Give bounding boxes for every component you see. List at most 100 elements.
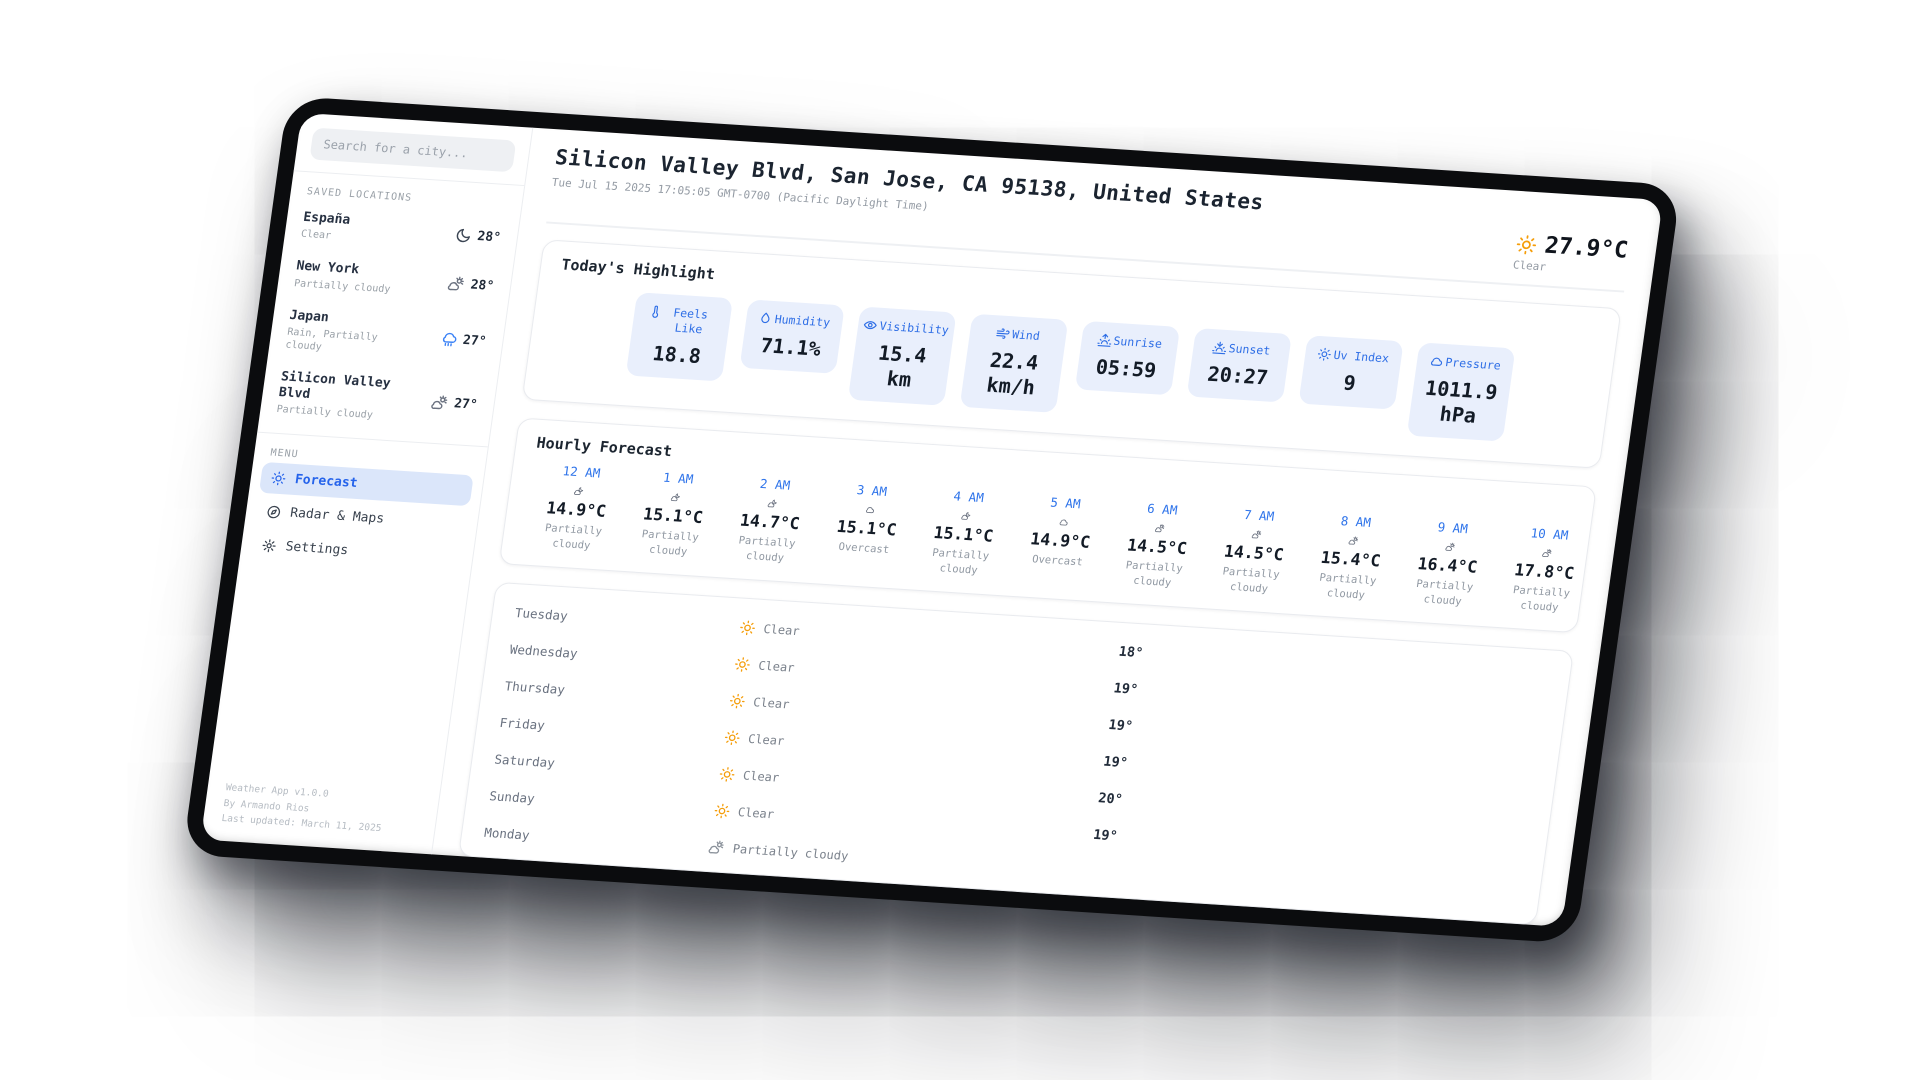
hourly-item: 8 AM 15.4°C Partially cloudy <box>1296 511 1405 605</box>
highlight-label: Humidity <box>773 312 832 330</box>
hourly-list[interactable]: 12 AM 14.9°C Partially cloudy 1 AM 15.1°… <box>522 461 1590 616</box>
day-name: Sunday <box>488 788 536 807</box>
location-temp: 28° <box>469 277 496 295</box>
wind-icon <box>995 326 1011 341</box>
cloud-sun-icon <box>1348 536 1359 547</box>
hour-label: 1 AM <box>662 469 695 487</box>
highlight-value: 9 <box>1341 370 1358 396</box>
hourly-item: 7 AM 14.5°C Partially cloudy <box>1200 505 1309 599</box>
hourly-item: 2 AM 14.7°C Partially cloudy <box>716 474 825 568</box>
saved-location-item[interactable]: Silicon Valley Blvd Partially cloudy 27° <box>258 359 498 439</box>
sun-icon <box>1514 233 1538 255</box>
hour-condition: Partially cloudy <box>1512 584 1571 614</box>
highlight-tile: Visibility 15.4 km <box>847 306 957 406</box>
hourly-forecast-card: Hourly Forecast 12 AM 14.9°C Partially c… <box>498 417 1597 634</box>
highlight-value: 15.4 km <box>876 340 929 392</box>
sun-icon <box>270 471 287 487</box>
location-temp: 27° <box>461 333 488 350</box>
location-name: Silicon Valley Blvd <box>277 369 392 403</box>
main-content: Silicon Valley Blvd, San Jose, CA 95138,… <box>432 128 1663 927</box>
hour-temp: 15.1°C <box>835 516 898 540</box>
day-condition: Clear <box>757 658 796 675</box>
location-header: Silicon Valley Blvd, San Jose, CA 95138,… <box>546 145 1635 293</box>
day-temp <box>1088 871 1516 898</box>
saved-location-item[interactable]: España Clear 28° <box>283 200 520 264</box>
cloud-moon-icon <box>767 498 778 509</box>
day-condition: Clear <box>737 804 776 822</box>
day-condition: Partially cloudy <box>731 841 850 863</box>
hour-condition: Partially cloudy <box>1415 577 1474 608</box>
highlight-tile: Feels Like 18.8 <box>625 292 734 382</box>
hourly-item: 3 AM 15.1°C Overcast <box>812 480 921 574</box>
hour-temp: 14.5°C <box>1126 535 1189 559</box>
hour-temp: 17.8°C <box>1513 560 1576 583</box>
daily-row: Saturday Clear 20° <box>492 741 1529 844</box>
saved-locations-list: España Clear 28° New York <box>258 200 520 439</box>
highlight-label: Sunset <box>1227 341 1272 358</box>
highlight-tile: Pressure 1011.9 hPa <box>1406 342 1516 442</box>
highlight-value: 20:27 <box>1206 361 1270 390</box>
sidebar: SAVED LOCATIONS España Clear 28° <box>200 112 534 855</box>
hour-temp: 14.9°C <box>1029 529 1092 552</box>
cloud-sun-icon <box>708 839 726 856</box>
highlight-label: Wind <box>1011 327 1041 343</box>
moon-icon <box>453 227 472 245</box>
hour-temp: 14.9°C <box>545 498 608 521</box>
menu-item[interactable]: Settings <box>249 530 464 574</box>
highlight-label: Pressure <box>1444 355 1502 373</box>
daily-row: Thursday Clear 19° <box>502 668 1539 771</box>
droplet-icon <box>758 311 774 326</box>
current-temp: 27.9°C <box>1543 232 1630 264</box>
highlight-value: 22.4 km/h <box>985 347 1040 400</box>
menu-item-label: Settings <box>284 539 350 559</box>
menu-item-label: Forecast <box>293 472 359 492</box>
cloud-sun-icon <box>1541 548 1552 559</box>
cloud-icon <box>1428 354 1444 369</box>
sunrise-icon <box>1097 333 1113 348</box>
daily-row: Wednesday Clear 19° <box>507 631 1544 734</box>
eye-icon <box>863 318 879 333</box>
menu: Forecast Radar & Maps Settings <box>239 462 483 575</box>
highlight-label: Feels Like <box>672 305 709 337</box>
cloud-moon-icon <box>960 511 971 522</box>
hour-temp: 15.1°C <box>641 504 705 527</box>
menu-item[interactable]: Radar & Maps <box>254 496 469 540</box>
search-container <box>293 112 533 187</box>
sun-icon <box>738 619 756 636</box>
search-input[interactable] <box>309 127 517 173</box>
hourly-item: 1 AM 15.1°C Partially cloudy <box>619 468 728 562</box>
menu-item[interactable]: Forecast <box>258 462 474 507</box>
cloud-sun-icon <box>1444 542 1455 553</box>
saved-location-item[interactable]: Japan Rain, Partially cloudy 27° <box>267 297 506 373</box>
hour-condition: Partially cloudy <box>1318 571 1378 602</box>
day-name: Tuesday <box>513 605 569 624</box>
hour-condition: Partially cloudy <box>1125 559 1184 589</box>
day-condition: Clear <box>747 731 786 748</box>
compass-icon <box>265 504 282 520</box>
hourly-item: 4 AM 15.1°C Partially cloudy <box>909 486 1018 580</box>
day-condition: Clear <box>742 768 781 785</box>
highlight-tile: Uv Index 9 <box>1298 335 1404 410</box>
hour-label: 12 AM <box>561 463 602 481</box>
thermometer-icon <box>648 304 664 319</box>
daily-row: Tuesday Clear 18° <box>512 594 1549 697</box>
location-temp: 27° <box>453 396 479 413</box>
sun-icon <box>733 656 751 673</box>
daily-row: Friday Clear 19° <box>497 704 1534 807</box>
sun-icon <box>718 766 736 783</box>
hour-label: 8 AM <box>1339 513 1372 530</box>
highlight-tile: Humidity 71.1% <box>739 299 845 374</box>
sun-icon <box>713 802 731 819</box>
day-condition: Clear <box>762 621 801 638</box>
cloud-sun-icon <box>446 275 465 293</box>
hour-label: 10 AM <box>1529 525 1570 543</box>
hour-label: 7 AM <box>1243 506 1276 524</box>
hour-condition: Overcast <box>837 540 890 556</box>
gear-icon <box>261 538 278 554</box>
weather-app-window: SAVED LOCATIONS España Clear 28° <box>200 112 1664 927</box>
sun-icon <box>728 693 746 710</box>
sunset-icon <box>1212 340 1228 355</box>
saved-location-item[interactable]: New York Partially cloudy 28° <box>276 249 513 313</box>
day-name: Monday <box>483 825 531 843</box>
location-condition: Rain, Partially cloudy <box>284 326 379 353</box>
